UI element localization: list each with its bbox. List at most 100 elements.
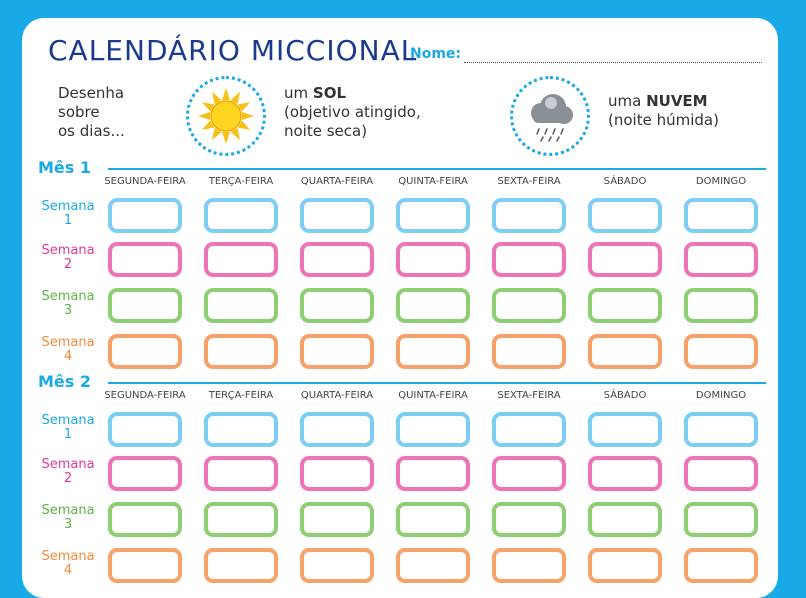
day-cell[interactable] <box>204 412 278 447</box>
legend-sun-desc: noite seca) <box>284 122 368 140</box>
day-cell[interactable] <box>300 198 374 233</box>
day-cell[interactable] <box>588 198 662 233</box>
day-header: SEXTA-FEIRA <box>497 390 561 401</box>
week-label-text: Semana <box>41 549 95 564</box>
month-divider <box>108 382 766 384</box>
day-cell[interactable] <box>108 334 182 369</box>
legend-cloud-desc: (noite húmida) <box>608 111 719 129</box>
day-header: SÁBADO <box>603 176 647 187</box>
month-label: Mês 1 <box>38 158 91 177</box>
day-cell[interactable] <box>684 198 758 233</box>
day-cell[interactable] <box>396 412 470 447</box>
day-header: SEXTA-FEIRA <box>497 176 561 187</box>
week-label-text: Semana <box>41 243 95 258</box>
day-cell[interactable] <box>204 288 278 323</box>
day-cell[interactable] <box>300 502 374 537</box>
day-cell[interactable] <box>300 334 374 369</box>
week-label-text: Semana <box>41 457 95 472</box>
week-number: 3 <box>63 303 73 318</box>
day-header: DOMINGO <box>695 390 747 401</box>
day-cell[interactable] <box>396 242 470 277</box>
legend-cloud-pre: uma <box>608 92 647 110</box>
day-cell[interactable] <box>204 456 278 491</box>
day-cell[interactable] <box>684 502 758 537</box>
day-header: SEGUNDA-FEIRA <box>104 390 186 401</box>
name-field[interactable] <box>464 62 762 63</box>
legend-sun-keyword: SOL <box>312 84 347 102</box>
day-cell[interactable] <box>588 412 662 447</box>
week-label-text: Semana <box>41 199 95 214</box>
day-cell[interactable] <box>588 548 662 583</box>
sun-icon <box>186 76 266 156</box>
day-cell[interactable] <box>588 502 662 537</box>
legend-intro-line: Desenha <box>58 84 125 102</box>
day-header: TERÇA-FEIRA <box>208 390 274 401</box>
day-cell[interactable] <box>492 548 566 583</box>
week-label-text: Semana <box>41 503 95 518</box>
day-cell[interactable] <box>300 242 374 277</box>
day-cell[interactable] <box>684 412 758 447</box>
day-cell[interactable] <box>300 412 374 447</box>
day-cell[interactable] <box>108 456 182 491</box>
day-cell[interactable] <box>684 288 758 323</box>
day-cell[interactable] <box>588 288 662 323</box>
day-cell[interactable] <box>588 334 662 369</box>
day-cell[interactable] <box>396 288 470 323</box>
legend-intro-line: sobre <box>58 103 100 121</box>
day-header: DOMINGO <box>695 176 747 187</box>
day-cell[interactable] <box>204 548 278 583</box>
day-cell[interactable] <box>204 502 278 537</box>
day-cell[interactable] <box>684 334 758 369</box>
legend-cloud-keyword: NUVEM <box>646 92 708 110</box>
legend-sun: um SOL (objetivo atingido, noite seca) <box>284 84 421 141</box>
day-cell[interactable] <box>684 548 758 583</box>
day-cell[interactable] <box>396 456 470 491</box>
day-cell[interactable] <box>492 198 566 233</box>
day-cell[interactable] <box>492 502 566 537</box>
week-number: 1 <box>63 427 73 442</box>
day-cell[interactable] <box>588 242 662 277</box>
month-label: Mês 2 <box>38 372 91 391</box>
legend-cloud: uma NUVEM (noite húmida) <box>608 92 719 130</box>
day-cell[interactable] <box>684 242 758 277</box>
week-number: 4 <box>63 349 73 364</box>
week-number: 3 <box>63 517 73 532</box>
month-divider <box>108 168 766 170</box>
day-cell[interactable] <box>492 412 566 447</box>
day-cell[interactable] <box>108 502 182 537</box>
day-cell[interactable] <box>204 242 278 277</box>
week-label: Semana 4 <box>30 550 106 578</box>
week-number: 2 <box>63 257 73 272</box>
rain-cloud-icon <box>510 76 590 156</box>
day-cell[interactable] <box>684 456 758 491</box>
day-cell[interactable] <box>492 334 566 369</box>
day-cell[interactable] <box>396 334 470 369</box>
day-cell[interactable] <box>300 456 374 491</box>
day-cell[interactable] <box>492 456 566 491</box>
week-label-text: Semana <box>41 289 95 304</box>
day-cell[interactable] <box>204 198 278 233</box>
day-cell[interactable] <box>300 548 374 583</box>
day-cell[interactable] <box>588 456 662 491</box>
day-cell[interactable] <box>396 548 470 583</box>
day-cell[interactable] <box>492 242 566 277</box>
day-header: QUARTA-FEIRA <box>300 390 374 401</box>
day-cell[interactable] <box>396 502 470 537</box>
day-cell[interactable] <box>108 242 182 277</box>
legend-sun-desc: (objetivo atingido, <box>284 103 421 121</box>
week-label: Semana 2 <box>30 244 106 272</box>
name-label: Nome: <box>410 46 462 62</box>
legend-intro-line: os dias... <box>58 122 125 140</box>
day-cell[interactable] <box>108 198 182 233</box>
day-cell[interactable] <box>108 548 182 583</box>
day-cell[interactable] <box>492 288 566 323</box>
week-label-text: Semana <box>41 413 95 428</box>
day-cell[interactable] <box>204 334 278 369</box>
day-cell[interactable] <box>300 288 374 323</box>
day-cell[interactable] <box>396 198 470 233</box>
day-cell[interactable] <box>108 288 182 323</box>
day-header: QUINTA-FEIRA <box>398 390 468 401</box>
week-number: 2 <box>63 471 73 486</box>
day-cell[interactable] <box>108 412 182 447</box>
week-label: Semana 2 <box>30 458 106 486</box>
